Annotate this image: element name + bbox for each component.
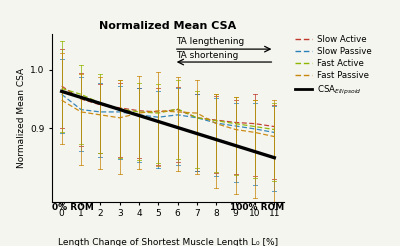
Slow Active	[253, 122, 258, 125]
Fast Active	[233, 122, 238, 125]
Fast Passive	[175, 110, 180, 113]
Slow Passive	[214, 122, 219, 124]
Slow Active	[272, 125, 277, 128]
X-axis label: Length Change of Shortest Muscle Length L₀ [%]: Length Change of Shortest Muscle Length …	[58, 238, 278, 246]
Fast Active	[272, 128, 277, 131]
Line: CSA$_{Ellipsoid}$: CSA$_{Ellipsoid}$	[62, 91, 274, 158]
Slow Active	[214, 119, 219, 122]
Fast Passive	[214, 122, 219, 125]
Fast Active	[253, 125, 258, 128]
Line: Fast Active: Fast Active	[62, 89, 274, 130]
Text: TA shortening: TA shortening	[176, 51, 238, 60]
Slow Passive	[59, 93, 64, 96]
Slow Active	[78, 97, 84, 100]
Fast Passive	[117, 116, 122, 119]
Fast Active	[59, 87, 64, 90]
Fast Passive	[59, 99, 64, 102]
Text: 0% ROM: 0% ROM	[52, 203, 94, 212]
Fast Passive	[137, 112, 142, 115]
Fast Passive	[253, 131, 258, 134]
Fast Active	[194, 116, 199, 119]
CSA$_{Ellipsoid}$	[98, 102, 103, 105]
Slow Active	[98, 103, 103, 106]
Fast Passive	[98, 113, 103, 116]
Slow Passive	[117, 110, 122, 113]
Fast Active	[98, 102, 103, 105]
Slow Active	[156, 110, 161, 113]
Slow Active	[175, 108, 180, 111]
Fast Active	[214, 119, 219, 122]
Slow Passive	[253, 127, 258, 130]
Fast Passive	[233, 128, 238, 131]
Slow Passive	[156, 116, 161, 119]
Line: Slow Active: Slow Active	[62, 86, 274, 127]
CSA$_{Ellipsoid}$	[117, 108, 122, 111]
CSA$_{Ellipsoid}$	[175, 126, 180, 129]
Y-axis label: Normalized Mean CSA: Normalized Mean CSA	[17, 68, 26, 168]
Slow Passive	[137, 113, 142, 116]
Slow Passive	[194, 116, 199, 119]
Legend: Slow Active, Slow Passive, Fast Active, Fast Passive, CSA$_{Ellipsoid}$: Slow Active, Slow Passive, Fast Active, …	[295, 35, 372, 97]
CSA$_{Ellipsoid}$	[137, 114, 142, 117]
CSA$_{Ellipsoid}$	[156, 120, 161, 123]
Slow Passive	[98, 110, 103, 113]
CSA$_{Ellipsoid}$	[233, 144, 238, 147]
Slow Passive	[233, 124, 238, 127]
Fast Active	[175, 108, 180, 110]
CSA$_{Ellipsoid}$	[272, 156, 277, 159]
CSA$_{Ellipsoid}$	[78, 96, 84, 99]
CSA$_{Ellipsoid}$	[59, 90, 64, 93]
Fast Passive	[78, 110, 84, 113]
Slow Passive	[272, 131, 277, 134]
CSA$_{Ellipsoid}$	[253, 150, 258, 153]
Line: Slow Passive: Slow Passive	[62, 94, 274, 132]
Slow Active	[117, 106, 122, 109]
Text: 100% ROM: 100% ROM	[230, 203, 284, 212]
Fast Passive	[272, 135, 277, 138]
Fast Passive	[194, 112, 199, 115]
Title: Normalized Mean CSA: Normalized Mean CSA	[99, 21, 237, 31]
Fast Active	[156, 112, 161, 115]
Fast Active	[137, 110, 142, 113]
Line: Fast Passive: Fast Passive	[62, 100, 274, 137]
Fast Active	[117, 108, 122, 110]
Slow Active	[137, 109, 142, 112]
Fast Active	[78, 93, 84, 96]
Slow Passive	[175, 113, 180, 116]
Fast Passive	[156, 109, 161, 112]
CSA$_{Ellipsoid}$	[194, 132, 199, 135]
Text: TA lengthening: TA lengthening	[176, 37, 244, 46]
Slow Active	[233, 121, 238, 124]
Slow Active	[59, 85, 64, 88]
CSA$_{Ellipsoid}$	[214, 138, 219, 141]
Slow Passive	[78, 108, 84, 111]
Slow Active	[194, 116, 199, 119]
